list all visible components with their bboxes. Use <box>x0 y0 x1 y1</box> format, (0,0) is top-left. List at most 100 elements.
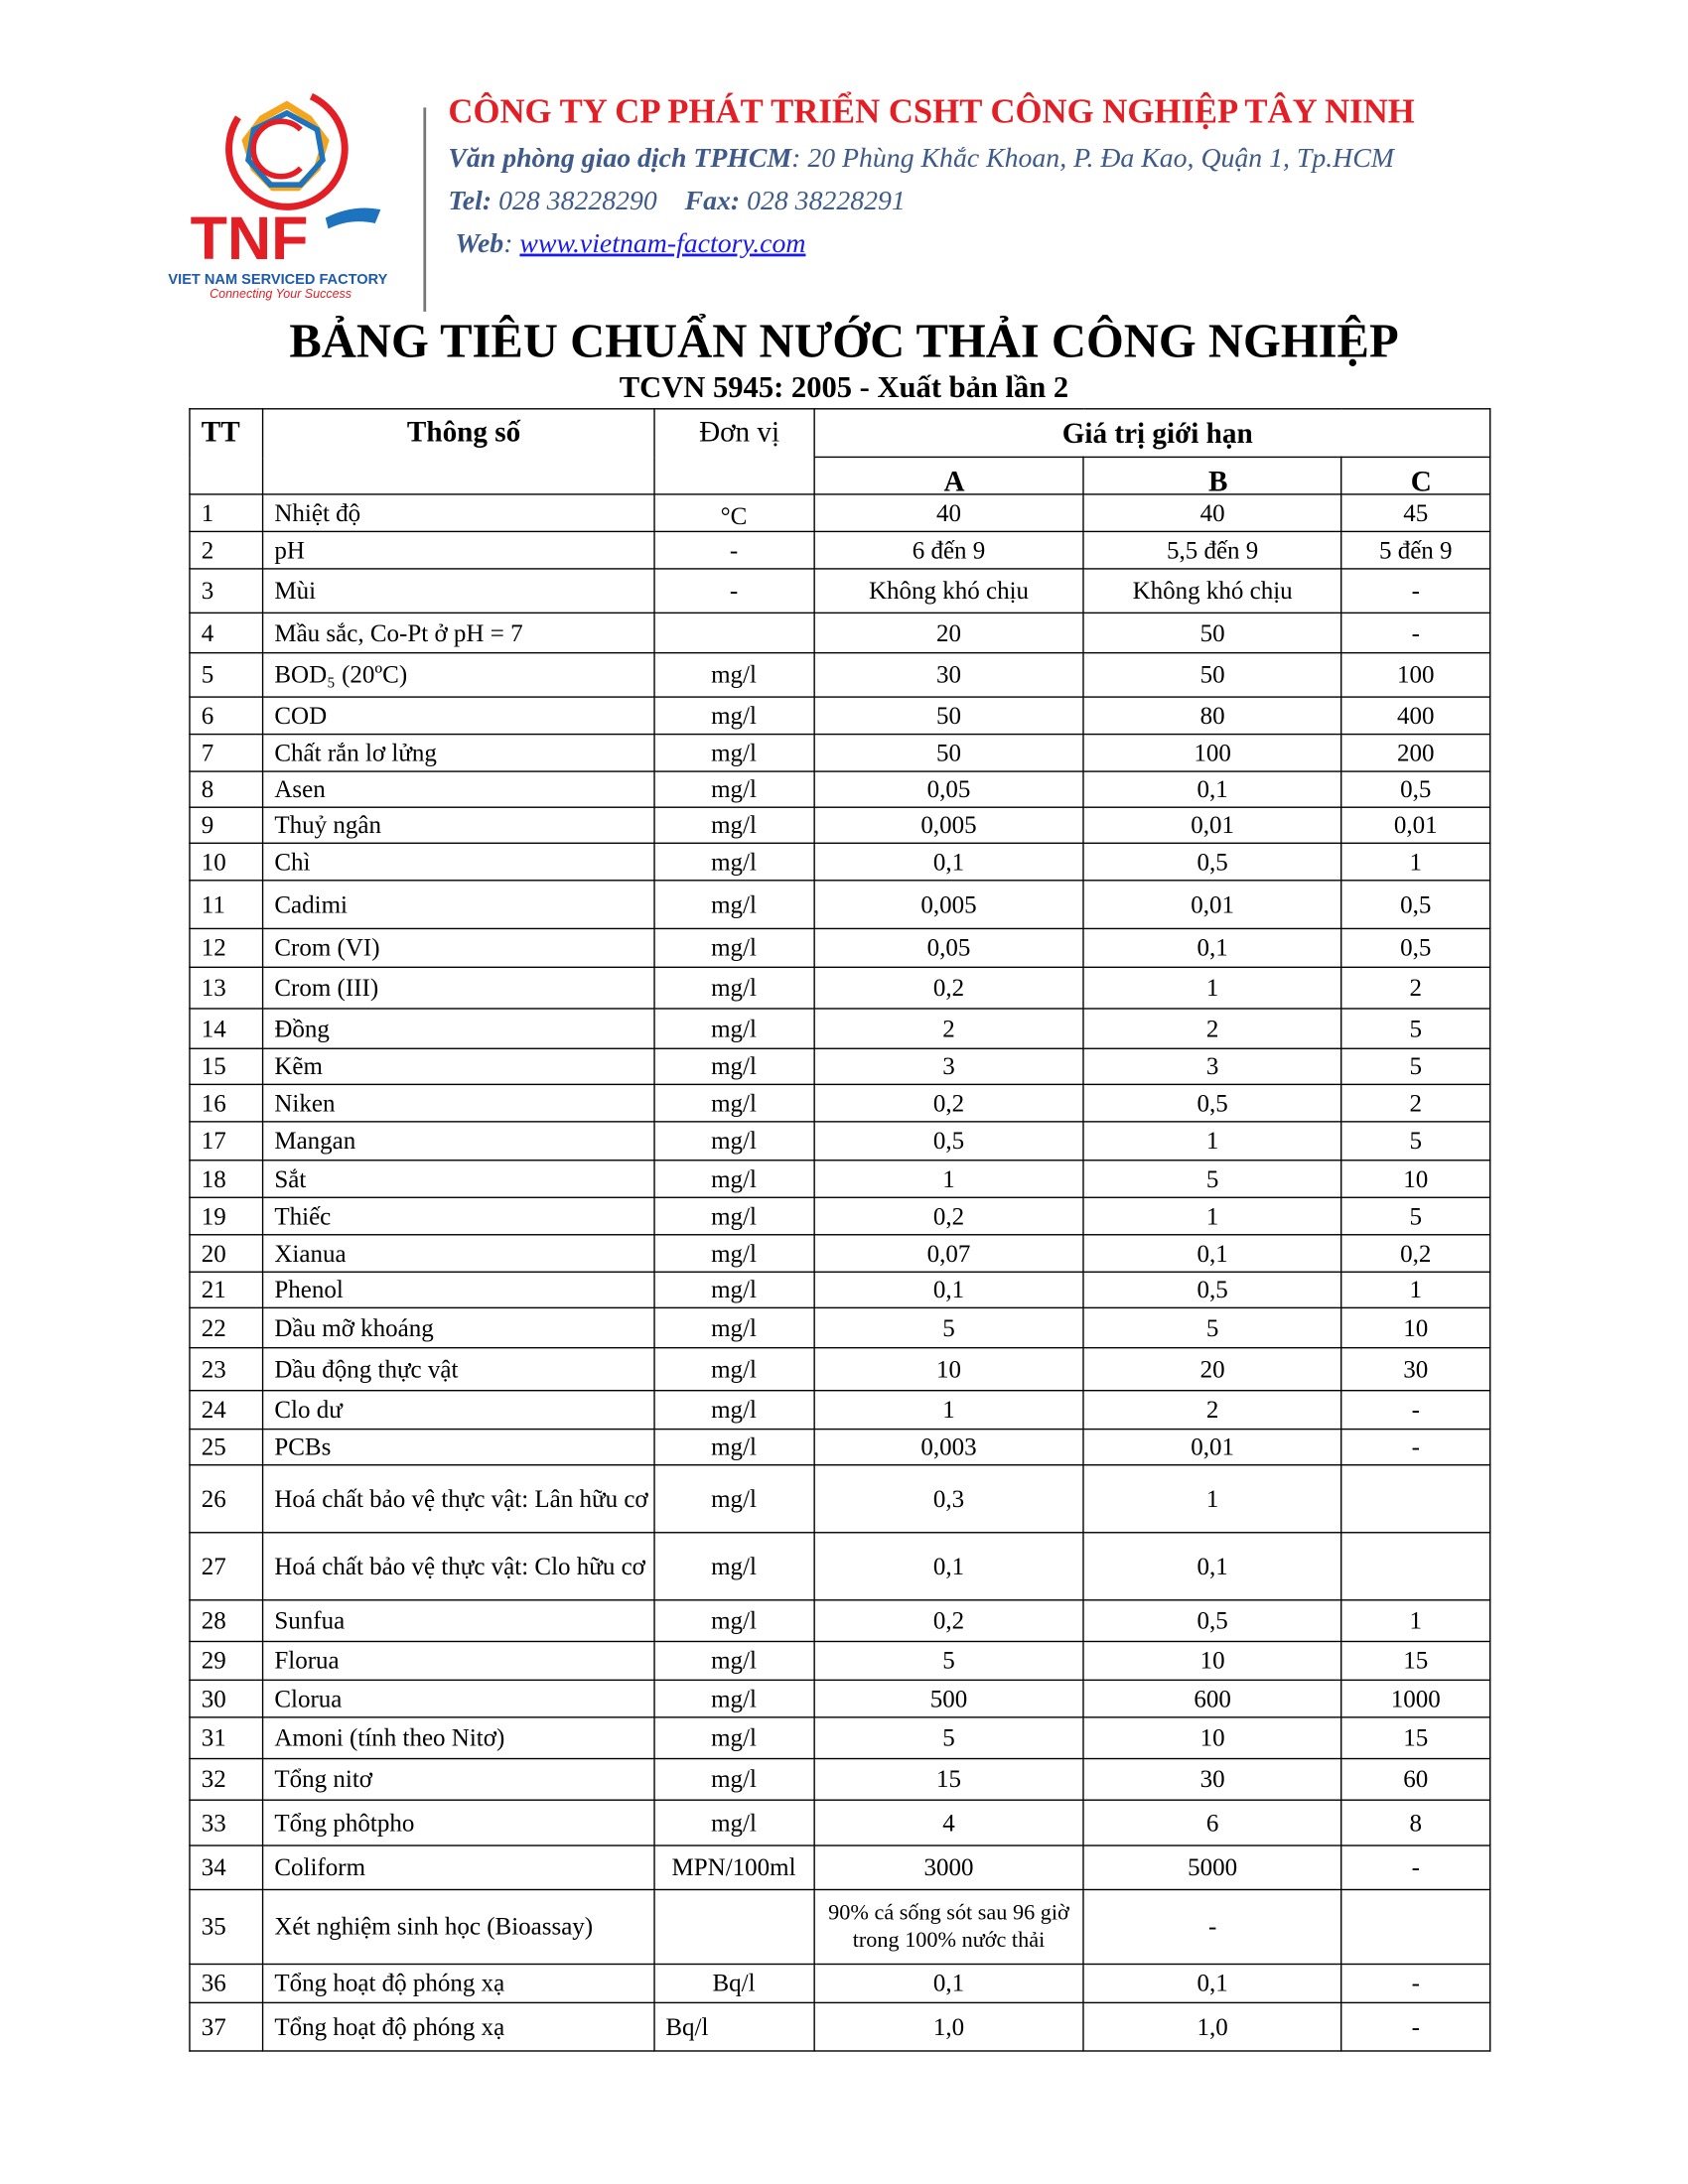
svg-text:Connecting Your Success: Connecting Your Success <box>210 287 352 301</box>
limit-b-cell: 1 <box>1082 1121 1342 1161</box>
limit-b-cell: 1 <box>1082 1464 1342 1534</box>
header-divider <box>423 107 427 312</box>
website-link[interactable]: www.vietnam-factory.com <box>519 228 806 260</box>
param-cell: Mùi <box>261 568 655 614</box>
unit-cell: mg/l <box>652 1428 815 1466</box>
limit-a-cell: 5 <box>812 1306 1085 1349</box>
param-cell: BOD₅ (20ºC) <box>261 651 655 698</box>
limit-c-cell: 0,01 <box>1340 806 1491 845</box>
table-row: 15 Kẽm mg/l 3 3 5 <box>189 1047 1491 1086</box>
limit-c-cell: 200 <box>1340 733 1491 772</box>
tt-cell: 23 <box>189 1346 264 1392</box>
limit-a-cell: 10 <box>812 1346 1085 1392</box>
limit-c-cell: 400 <box>1340 696 1491 736</box>
limit-c-cell: - <box>1340 1428 1491 1466</box>
table-row: 30 Clorua mg/l 500 600 1000 <box>189 1679 1491 1718</box>
limit-b-cell: 10 <box>1082 1640 1342 1682</box>
limit-c-cell: 0,2 <box>1340 1234 1491 1273</box>
limit-a-cell: Không khó chịu <box>812 568 1085 614</box>
limit-a-cell: 50 <box>812 733 1085 772</box>
limit-a-cell: 50 <box>812 696 1085 736</box>
tt-cell: 9 <box>189 806 264 845</box>
limit-a-cell: 500 <box>812 1679 1085 1718</box>
limit-a-cell: 0,2 <box>812 1196 1085 1236</box>
tt-cell: 14 <box>189 1008 264 1049</box>
limit-a-cell: 0,2 <box>812 1599 1085 1643</box>
limit-a-cell: 0,3 <box>812 1464 1085 1534</box>
limit-a-cell: 5 <box>812 1716 1085 1760</box>
limit-b-cell: 0,1 <box>1082 1532 1342 1601</box>
param-cell: Chất rắn lơ lửng <box>261 733 655 772</box>
unit-cell: mg/l <box>652 1008 815 1049</box>
limit-a-cell: 30 <box>812 651 1085 698</box>
limit-b-cell: 0,01 <box>1082 880 1342 930</box>
fax-number: 028 38228291 <box>747 186 906 217</box>
limit-a-cell: 0,003 <box>812 1428 1085 1466</box>
limit-a-cell: 0,1 <box>812 1271 1085 1309</box>
unit-cell: mg/l <box>652 1532 815 1601</box>
limit-b-cell: 1 <box>1082 1196 1342 1236</box>
contact-line: Tel: 028 38228290 Fax: 028 38228291 <box>448 187 905 218</box>
tnf-logo-icon: TNF VIET NAM SERVICED FACTORY Connecting… <box>168 87 388 301</box>
limit-a-cell: 0,1 <box>812 1963 1085 2004</box>
limit-b-cell: 3 <box>1082 1047 1342 1086</box>
limit-c-cell: 5 đến 9 <box>1340 530 1491 570</box>
limit-c-cell: 5 <box>1340 1047 1491 1086</box>
table-row: 7 Chất rắn lơ lửng mg/l 50 100 200 <box>189 733 1491 772</box>
param-cell: Đồng <box>261 1008 655 1049</box>
limit-b-cell: 5 <box>1082 1306 1342 1349</box>
unit-cell: mg/l <box>652 806 815 845</box>
param-cell: Niken <box>261 1083 655 1123</box>
tt-cell: 13 <box>189 966 264 1010</box>
unit-cell: mg/l <box>652 1083 815 1123</box>
limit-a-cell: 40 <box>812 493 1085 533</box>
limit-a-cell: 0,1 <box>812 842 1085 882</box>
header-unit: Đơn vị <box>652 408 815 495</box>
web-label: Web <box>455 228 504 260</box>
unit-cell: °C <box>652 493 815 533</box>
param-cell: Xianua <box>261 1234 655 1273</box>
limit-a-cell: 5 <box>812 1640 1085 1682</box>
limit-c-cell: - <box>1340 612 1491 654</box>
table-row: 20 Xianua mg/l 0,07 0,1 0,2 <box>189 1234 1491 1273</box>
fax-label: Fax: <box>684 186 741 217</box>
limit-a-cell: 0,05 <box>812 927 1085 969</box>
limit-c-cell: 1000 <box>1340 1679 1491 1718</box>
tt-cell: 7 <box>189 733 264 772</box>
tt-cell: 27 <box>189 1532 264 1601</box>
table-row: 24 Clo dư mg/l 1 2- <box>189 1390 1491 1431</box>
param-cell: Tổng hoạt độ phóng xạ <box>261 2001 655 2052</box>
param-cell: Clorua <box>261 1679 655 1718</box>
limit-b-cell: 40 <box>1082 493 1342 533</box>
table-row: 29 Florua mg/l 5 10 15 <box>189 1640 1491 1682</box>
limit-b-cell: 0,01 <box>1082 1428 1342 1466</box>
table-row: 8 Asen mg/l 0,05 0,1 0,5 <box>189 770 1491 808</box>
unit-cell: MPN/100ml <box>652 1844 815 1891</box>
header-limit: Giá trị giới hạn <box>812 408 1491 459</box>
unit-cell: mg/l <box>652 1464 815 1534</box>
param-cell: Coliform <box>261 1844 655 1891</box>
limit-c-cell: 2 <box>1340 966 1491 1010</box>
tt-cell: 28 <box>189 1599 264 1643</box>
unit-cell: mg/l <box>652 1160 815 1198</box>
table-row: 37 Tổng hoạt độ phóng xạ Bq/l 1,0 1,0- <box>189 2001 1491 2052</box>
tel-label: Tel: <box>448 186 492 217</box>
unit-cell: mg/l <box>652 1799 815 1846</box>
unit-cell: mg/l <box>652 1757 815 1801</box>
office-address-text: : 20 Phùng Khắc Khoan, P. Đa Kao, Quận 1… <box>791 143 1394 175</box>
table-row: 6 COD mg/l 50 80 400 <box>189 696 1491 736</box>
unit-cell: mg/l <box>652 842 815 882</box>
limit-b-cell: 0,5 <box>1082 842 1342 882</box>
header-param: Thông số <box>261 408 655 495</box>
limit-c-cell: 0,5 <box>1340 770 1491 808</box>
page-title: BẢNG TIÊU CHUẨN NƯỚC THẢI CÔNG NGHIỆP <box>289 314 1399 368</box>
tt-cell: 37 <box>189 2001 264 2052</box>
unit-cell: mg/l <box>652 1306 815 1349</box>
tt-cell: 17 <box>189 1121 264 1161</box>
standards-table: TT Thông số Đơn vị Giá trị giới hạn A B … <box>189 408 1491 2052</box>
tt-cell: 1 <box>189 493 264 533</box>
limit-a-cell: 6 đến 9 <box>812 530 1085 570</box>
tt-cell: 16 <box>189 1083 264 1123</box>
